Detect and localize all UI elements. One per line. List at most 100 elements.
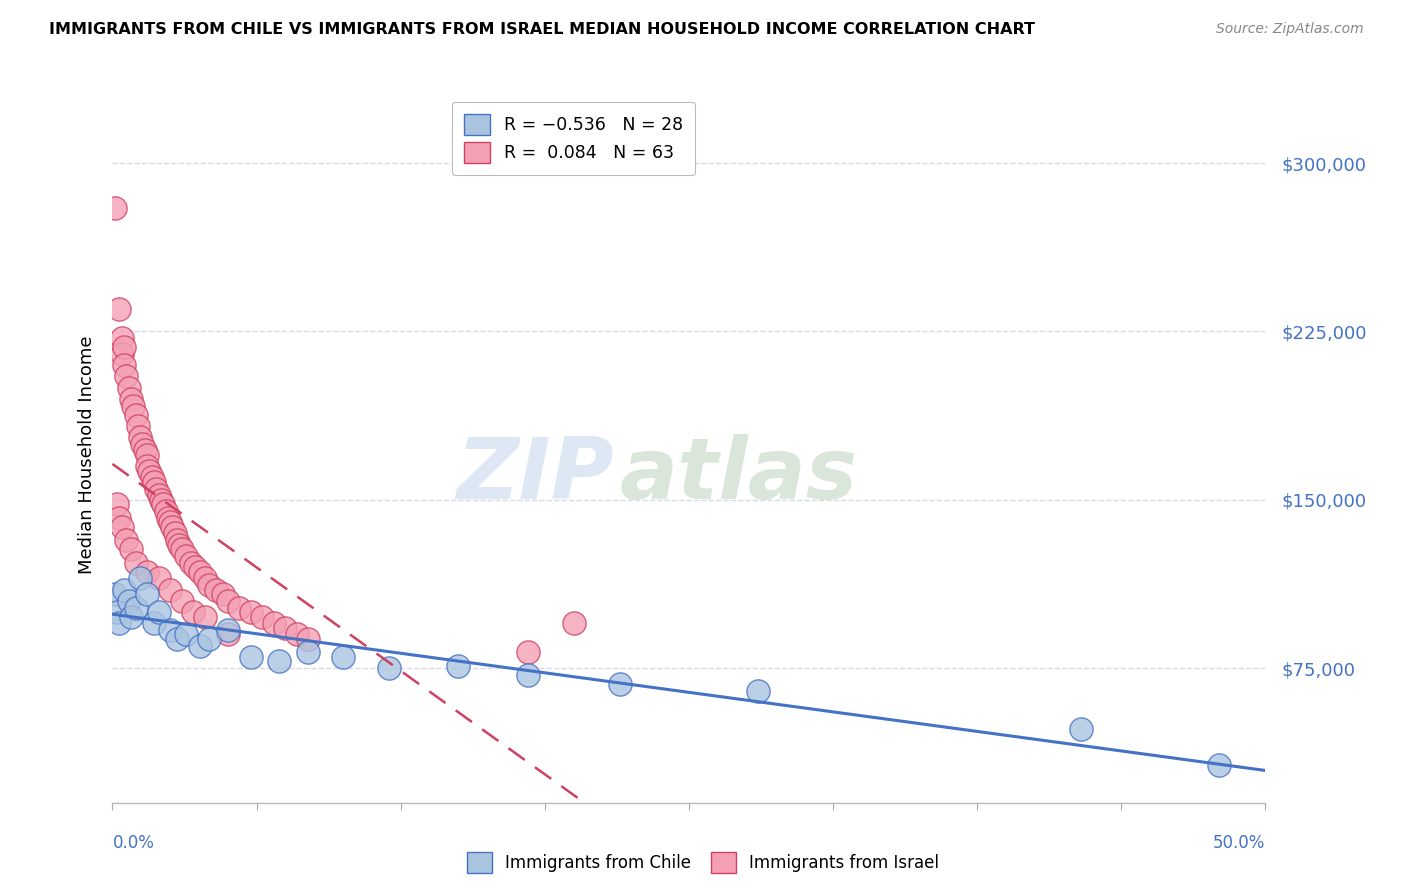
Text: IMMIGRANTS FROM CHILE VS IMMIGRANTS FROM ISRAEL MEDIAN HOUSEHOLD INCOME CORRELAT: IMMIGRANTS FROM CHILE VS IMMIGRANTS FROM… <box>49 22 1035 37</box>
Text: 50.0%: 50.0% <box>1213 834 1265 852</box>
Point <box>131 436 153 450</box>
Point <box>378 661 401 675</box>
Point <box>143 475 166 489</box>
Point <box>162 520 184 534</box>
Point <box>117 594 139 608</box>
Point <box>156 510 179 524</box>
Point <box>609 677 631 691</box>
Point <box>134 443 156 458</box>
Point <box>217 594 239 608</box>
Text: ZIP: ZIP <box>457 434 614 517</box>
Point <box>111 331 134 345</box>
Point <box>159 515 181 529</box>
Point <box>212 587 235 601</box>
Point <box>747 683 769 698</box>
Point <box>155 504 177 518</box>
Point <box>252 609 274 624</box>
Point <box>136 448 159 462</box>
Point <box>111 347 134 361</box>
Point <box>104 587 127 601</box>
Point <box>166 632 188 646</box>
Point <box>148 571 170 585</box>
Point <box>136 565 159 579</box>
Point <box>143 616 166 631</box>
Point <box>194 571 217 585</box>
Legend: R = −0.536   N = 28, R =  0.084   N = 63: R = −0.536 N = 28, R = 0.084 N = 63 <box>451 102 696 176</box>
Point <box>562 616 585 631</box>
Point <box>285 627 308 641</box>
Point <box>274 621 297 635</box>
Point <box>188 639 211 653</box>
Point <box>124 408 146 422</box>
Point <box>136 587 159 601</box>
Point <box>332 649 354 664</box>
Point <box>297 632 319 646</box>
Point <box>127 418 149 433</box>
Point <box>138 464 160 478</box>
Point <box>129 571 152 585</box>
Text: Source: ZipAtlas.com: Source: ZipAtlas.com <box>1216 22 1364 37</box>
Point <box>115 533 138 548</box>
Point <box>145 482 167 496</box>
Point <box>105 497 128 511</box>
Point <box>205 582 228 597</box>
Point <box>267 654 290 668</box>
Point <box>112 340 135 354</box>
Point <box>159 623 181 637</box>
Point <box>170 594 193 608</box>
Point <box>152 497 174 511</box>
Point <box>516 668 538 682</box>
Point <box>111 520 134 534</box>
Point <box>105 605 128 619</box>
Point <box>141 470 163 484</box>
Text: 0.0%: 0.0% <box>112 834 155 852</box>
Point <box>112 582 135 597</box>
Legend: Immigrants from Chile, Immigrants from Israel: Immigrants from Chile, Immigrants from I… <box>460 846 946 880</box>
Point <box>148 605 170 619</box>
Point <box>239 649 262 664</box>
Point <box>108 301 131 316</box>
Point <box>1208 757 1230 772</box>
Text: atlas: atlas <box>620 434 858 517</box>
Point <box>217 627 239 641</box>
Point <box>117 381 139 395</box>
Point <box>108 510 131 524</box>
Point <box>136 459 159 474</box>
Point <box>122 399 145 413</box>
Point <box>124 556 146 570</box>
Point <box>108 616 131 631</box>
Point <box>159 582 181 597</box>
Point <box>194 609 217 624</box>
Point <box>184 560 207 574</box>
Point <box>174 627 197 641</box>
Point <box>163 526 186 541</box>
Point <box>263 616 285 631</box>
Point <box>174 549 197 563</box>
Point <box>104 201 127 215</box>
Point <box>149 492 172 507</box>
Point <box>124 600 146 615</box>
Point <box>166 533 188 548</box>
Point <box>169 538 191 552</box>
Point <box>170 542 193 557</box>
Point <box>120 609 142 624</box>
Point <box>188 565 211 579</box>
Point <box>180 556 202 570</box>
Point <box>120 392 142 406</box>
Y-axis label: Median Household Income: Median Household Income <box>77 335 96 574</box>
Point <box>198 632 221 646</box>
Point <box>239 605 262 619</box>
Point <box>112 358 135 372</box>
Point <box>181 605 204 619</box>
Point <box>198 578 221 592</box>
Point <box>228 600 250 615</box>
Point <box>148 488 170 502</box>
Point <box>297 645 319 659</box>
Point <box>115 369 138 384</box>
Point <box>129 430 152 444</box>
Point <box>516 645 538 659</box>
Point <box>217 623 239 637</box>
Point <box>1070 722 1092 736</box>
Point <box>120 542 142 557</box>
Point <box>447 659 470 673</box>
